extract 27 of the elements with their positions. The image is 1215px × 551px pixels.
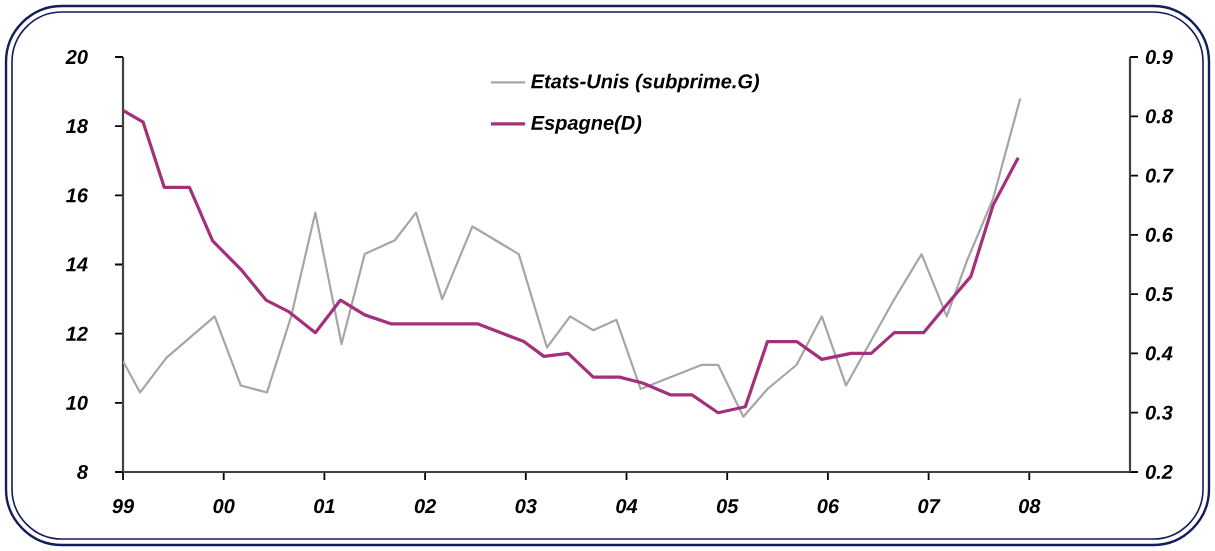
y-tick-label: 10 [66, 395, 88, 410]
y2-tick-label: 0.2 [1145, 464, 1173, 480]
y2-tick-label: 0.4 [1145, 346, 1173, 361]
x-tick-label: 06 [817, 499, 840, 514]
x-tick-label: 03 [515, 499, 537, 514]
y2-tick-label: 0.6 [1145, 227, 1173, 242]
x-tick-label: 01 [314, 499, 335, 514]
y-tick-label: 18 [66, 119, 88, 134]
x-tick-label: 05 [716, 499, 739, 514]
x-tick-label: 99 [112, 499, 135, 514]
x-tick-label: 00 [213, 499, 235, 514]
y-tick-label: 8 [77, 464, 88, 480]
y-tick-label: 12 [66, 326, 88, 341]
y-tick-label: 16 [66, 188, 89, 203]
y2-tick-label: 0.9 [1145, 49, 1173, 65]
x-tick-label: 07 [918, 499, 941, 514]
y2-tick-label: 0.5 [1145, 287, 1174, 302]
y2-tick-label: 0.7 [1145, 168, 1174, 183]
legend-label: Espagne(D) [531, 115, 642, 134]
x-tick-label: 08 [1018, 499, 1041, 514]
y2-tick-label: 0.8 [1145, 109, 1173, 124]
x-tick-label: 04 [616, 499, 638, 514]
x-tick-label: 02 [414, 499, 437, 514]
y2-tick-label: 0.3 [1145, 405, 1173, 420]
y-tick-label: 20 [65, 49, 88, 65]
y-tick-label: 14 [66, 257, 88, 272]
legend-label: Etats-Unis (subprime.G) [531, 73, 760, 93]
